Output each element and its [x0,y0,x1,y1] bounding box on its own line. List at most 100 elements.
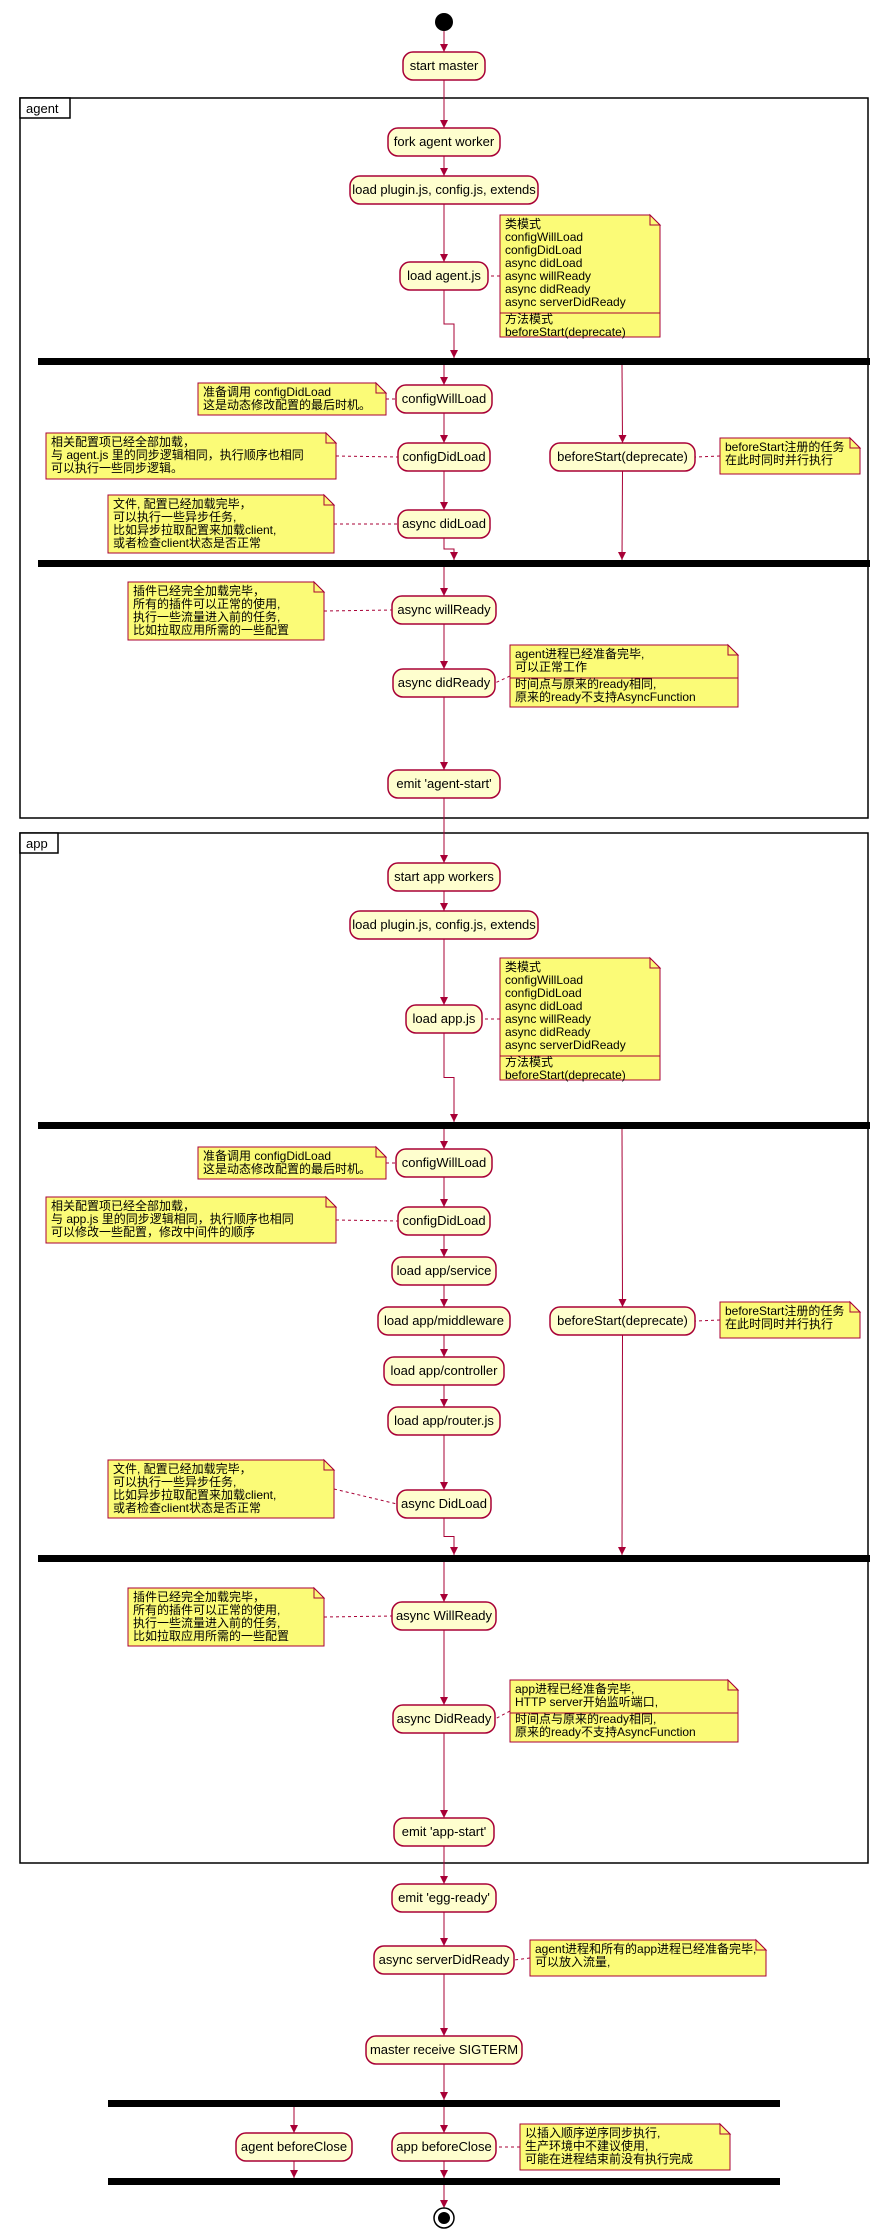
load-service-label: load app/service [397,1263,492,1278]
load-plugin-1-label: load plugin.js, config.js, extends [352,182,536,197]
beforeStart-2-label: beforeStart(deprecate) [557,1313,688,1328]
note-text: 比如拉取应用所需的一些配置 [133,1628,289,1643]
sync-bar [38,1122,870,1129]
async-WillReady-2-label: async WillReady [396,1608,493,1623]
note-text: 所有的插件可以正常的使用, [133,596,280,611]
edge [622,1335,623,1555]
note-text: 比如异步拉取配置来加载client, [113,1487,276,1502]
note-text: 可以执行一些同步逻辑。 [51,461,183,475]
emit-egg-ready-label: emit 'egg-ready' [398,1890,490,1905]
load-controller-label: load app/controller [391,1363,499,1378]
note-text: 相关配置项已经全部加载， [51,1198,195,1213]
note-text: beforeStart注册的任务 [725,1303,844,1318]
note-text: 可以执行一些异步任务, [113,509,236,524]
configWillLoad-2-label: configWillLoad [402,1155,487,1170]
note-text: 可能在进程结束前没有执行完成 [525,2151,693,2166]
load-app-label: load app.js [413,1011,476,1026]
note-text: 所有的插件可以正常的使用, [133,1602,280,1617]
note-text: beforeStart注册的任务 [725,439,844,454]
load-router-label: load app/router.js [394,1413,494,1428]
note-text: 时间点与原来的ready相同, [515,676,656,691]
note-text: configWillLoad [505,973,583,987]
edge [622,1129,623,1307]
note-text: 可以修改一些配置，修改中间件的顺序 [51,1224,255,1239]
sync-bar [38,358,870,365]
start-node [435,13,453,31]
server-did-ready-label: async serverDidReady [379,1952,510,1967]
note-text: 以插入顺序逆序同步执行, [525,2125,660,2140]
configDidLoad-2-label: configDidLoad [402,1213,485,1228]
load-middleware-label: load app/middleware [384,1313,504,1328]
note-text: 可以放入流量, [535,1954,610,1969]
note-text: 准备调用 configDidLoad [203,1149,331,1163]
async-didReady-1-label: async didReady [398,675,491,690]
note-text: 与 app.js 里的同步逻辑相同，执行顺序也相同 [51,1211,294,1226]
note-text: 生产环境中不建议使用, [525,2138,648,2153]
note-text: 与 agent.js 里的同步逻辑相同，执行顺序也相同 [51,447,304,462]
agent-beforeClose-label: agent beforeClose [241,2139,347,2154]
emit-agent-start-label: emit 'agent-start' [396,776,491,791]
note-text: 可以执行一些异步任务, [113,1474,236,1489]
partition-label-app: app [26,836,48,851]
note-text: async didLoad [505,256,582,270]
note-text: async serverDidReady [505,1038,626,1052]
note-text: 执行一些流量进入前的任务, [133,1615,280,1630]
note-text: 文件, 配置已经加载完毕， [113,1461,252,1476]
note-text: async serverDidReady [505,295,626,309]
sync-bar [108,2178,780,2185]
edge [622,365,623,443]
note-text: 文件, 配置已经加载完毕， [113,496,252,511]
note-text: 比如异步拉取配置来加载client, [113,522,276,537]
diagram-canvas: agentapp类模式configWillLoadconfigDidLoadas… [0,0,888,2235]
async-willReady-1-label: async willReady [397,602,491,617]
load-plugin-2-label: load plugin.js, config.js, extends [352,917,536,932]
note-text: 可以正常工作 [515,660,587,674]
sync-bar [38,1555,870,1562]
note-text: 在此时同时并行执行 [725,1317,833,1331]
note-text: 方法模式 [505,1054,553,1069]
note-text: beforeStart(deprecate) [505,1068,626,1082]
partition-label-agent: agent [26,101,59,116]
note-text: 执行一些流量进入前的任务, [133,609,280,624]
configWillLoad-1-label: configWillLoad [402,391,487,406]
sync-bar [108,2100,780,2107]
note-text: 插件已经完全加载完毕， [133,1589,265,1604]
note-text: configDidLoad [505,986,582,1000]
note-text: agent进程已经准备完毕, [515,646,644,661]
note-text: 插件已经完全加载完毕， [133,583,265,598]
async-DidReady-2-label: async DidReady [397,1711,492,1726]
emit-app-start-label: emit 'app-start' [402,1824,486,1839]
load-agent-label: load agent.js [407,268,481,283]
app-beforeClose-label: app beforeClose [396,2139,491,2154]
note-text: async willReady [505,1012,591,1026]
note-text: 比如拉取应用所需的一些配置 [133,622,289,637]
note-text: 在此时同时并行执行 [725,453,833,467]
start-master-label: start master [410,58,479,73]
note-text: 原来的ready不支持AsyncFunction [515,1724,696,1739]
note-text: app进程已经准备完毕, [515,1681,634,1696]
note-text: async willReady [505,269,591,283]
note-text: agent进程和所有的app进程已经准备完毕, [535,1941,756,1956]
note-text: beforeStart(deprecate) [505,325,626,339]
edge [622,471,623,560]
note-text: 类模式 [505,960,541,974]
master-sigterm-label: master receive SIGTERM [370,2042,518,2057]
async-DidLoad-2-label: async DidLoad [401,1496,487,1511]
note-text: 这是动态修改配置的最后时机。 [203,397,371,412]
note-text: async didLoad [505,999,582,1013]
async-didLoad-1-label: async didLoad [402,516,486,531]
note-text: 类模式 [505,217,541,231]
note-text: 或者检查client状态是否正常 [113,535,261,550]
note-link [514,1958,530,1960]
note-text: 时间点与原来的ready相同, [515,1711,656,1726]
note-text: 原来的ready不支持AsyncFunction [515,689,696,704]
fork-agent-label: fork agent worker [394,134,495,149]
note-text: configWillLoad [505,230,583,244]
start-app-label: start app workers [394,869,494,884]
note-text: 或者检查client状态是否正常 [113,1500,261,1515]
note-text: 方法模式 [505,311,553,326]
note-text: HTTP server开始监听端口, [515,1695,658,1709]
beforeStart-1-label: beforeStart(deprecate) [557,449,688,464]
note-text: 这是动态修改配置的最后时机。 [203,1161,371,1176]
note-text: async didReady [505,282,590,296]
